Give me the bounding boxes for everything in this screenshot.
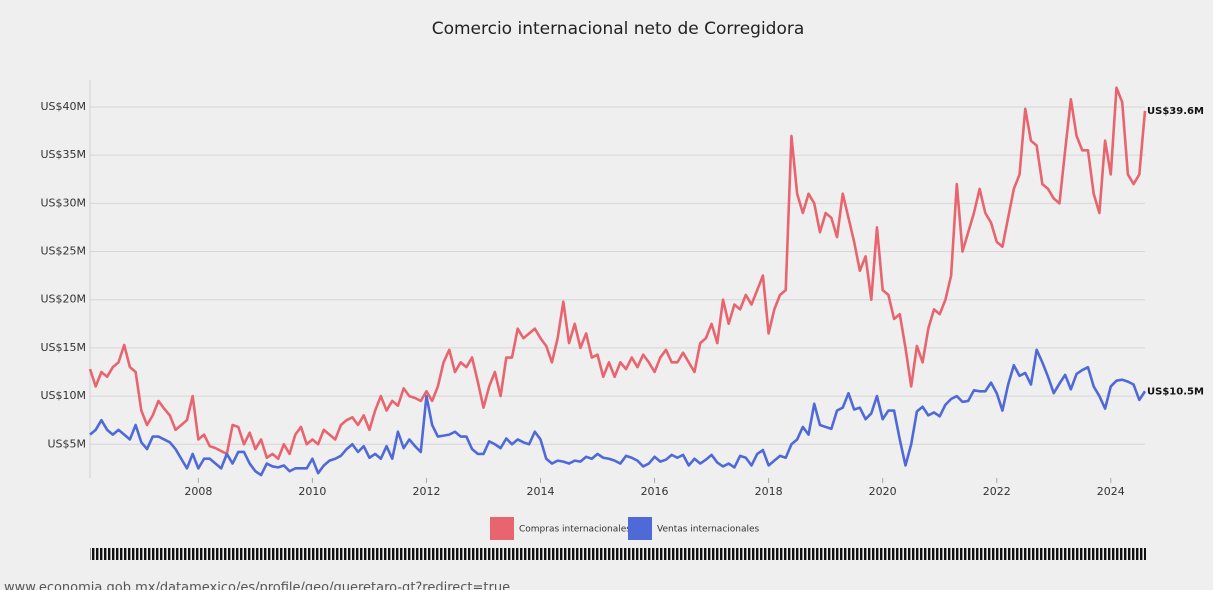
y-tick-label: US$25M [40, 245, 86, 258]
x-tick-label: 2010 [298, 485, 326, 498]
y-tick-label: US$10M [40, 389, 86, 402]
x-tick-label: 2008 [184, 485, 212, 498]
x-tick-label: 2016 [641, 485, 669, 498]
series-line [89, 348, 1147, 477]
x-tick-label: 2022 [983, 485, 1011, 498]
series-line [88, 86, 1147, 461]
legend-swatch[interactable] [490, 517, 514, 540]
range-slider[interactable] [90, 548, 1146, 560]
legend-swatch[interactable] [628, 517, 652, 540]
x-tick-label: 2018 [755, 485, 783, 498]
chart-title: Comercio internacional neto de Corregido… [432, 19, 805, 39]
end-label: US$10.5M [1147, 386, 1204, 397]
footer-url: www.economia.gob.mx/datamexico/es/profil… [4, 581, 510, 590]
end-label: US$39.6M [1147, 106, 1204, 117]
x-tick-label: 2024 [1097, 485, 1125, 498]
y-tick-label: US$30M [40, 196, 86, 209]
y-tick-label: US$40M [40, 100, 86, 113]
x-tick-label: 2020 [869, 485, 897, 498]
y-tick-label: US$5M [47, 437, 86, 450]
y-tick-label: US$35M [40, 148, 86, 161]
legend-label: Ventas internacionales [657, 525, 760, 535]
x-tick-label: 2014 [527, 485, 555, 498]
y-tick-label: US$15M [40, 341, 86, 354]
x-tick-label: 2012 [412, 485, 440, 498]
legend-label: Compras internacionales [519, 525, 631, 535]
y-tick-label: US$20M [40, 293, 86, 306]
